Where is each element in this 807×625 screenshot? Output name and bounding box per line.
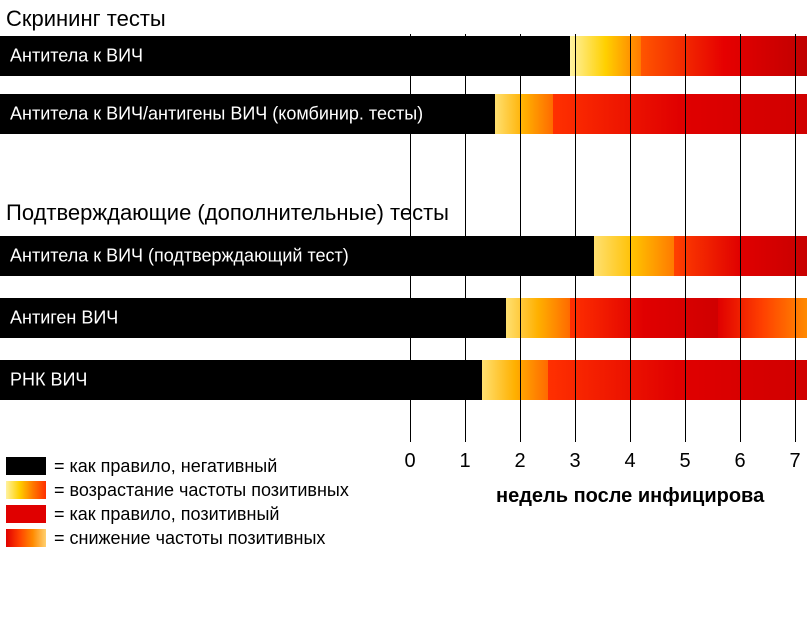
bar-segment (553, 94, 807, 134)
legend-item: = снижение частоты позитивных (6, 526, 349, 550)
x-tick-label: 2 (514, 450, 525, 473)
legend-swatch (6, 505, 46, 523)
bar-label: Антиген ВИЧ (10, 308, 118, 329)
bar-segment (570, 298, 719, 338)
section-title-1: Подтверждающие (дополнительные) тесты (6, 200, 449, 226)
legend-item: = как правило, негативный (6, 454, 349, 478)
hiv-test-timeline-chart: Скрининг тесты Подтверждающие (дополнител… (0, 0, 807, 625)
bar-segment (495, 94, 553, 134)
x-tick-label: 7 (789, 450, 800, 473)
bar-segment (482, 360, 548, 400)
bar-segment (548, 360, 807, 400)
legend: = как правило, негативный = возрастание ч… (6, 454, 349, 550)
legend-label: = возрастание частоты позитивных (54, 480, 349, 501)
legend-swatch (6, 529, 46, 547)
legend-label: = как правило, позитивный (54, 504, 279, 525)
x-tick-label: 3 (569, 450, 580, 473)
gridline (520, 34, 521, 442)
bar-segment (506, 298, 569, 338)
gridline (410, 34, 411, 442)
legend-item: = как правило, позитивный (6, 502, 349, 526)
bar-label: Антитела к ВИЧ (10, 46, 143, 67)
x-axis-label: недель после инфицирова (496, 485, 764, 508)
gridline (740, 34, 741, 442)
section-title-0: Скрининг тесты (6, 6, 166, 32)
bar-label: РНК ВИЧ (10, 370, 87, 391)
legend-item: = возрастание частоты позитивных (6, 478, 349, 502)
bar-segment (594, 236, 674, 276)
legend-label: = снижение частоты позитивных (54, 528, 325, 549)
bar-segment (641, 36, 807, 76)
x-tick-label: 6 (734, 450, 745, 473)
bar-segment (718, 298, 807, 338)
bar-label: Антитела к ВИЧ/антигены ВИЧ (комбинир. т… (10, 104, 423, 125)
gridline (575, 34, 576, 442)
gridline (685, 34, 686, 442)
legend-swatch (6, 481, 46, 499)
gridline (795, 34, 796, 442)
x-tick-label: 1 (459, 450, 470, 473)
legend-label: = как правило, негативный (54, 456, 277, 477)
gridline (465, 34, 466, 442)
x-tick-label: 4 (624, 450, 635, 473)
bar-label: Антитела к ВИЧ (подтверждающий тест) (10, 246, 349, 267)
gridline (630, 34, 631, 442)
x-tick-label: 0 (404, 450, 415, 473)
legend-swatch (6, 457, 46, 475)
x-tick-label: 5 (679, 450, 690, 473)
